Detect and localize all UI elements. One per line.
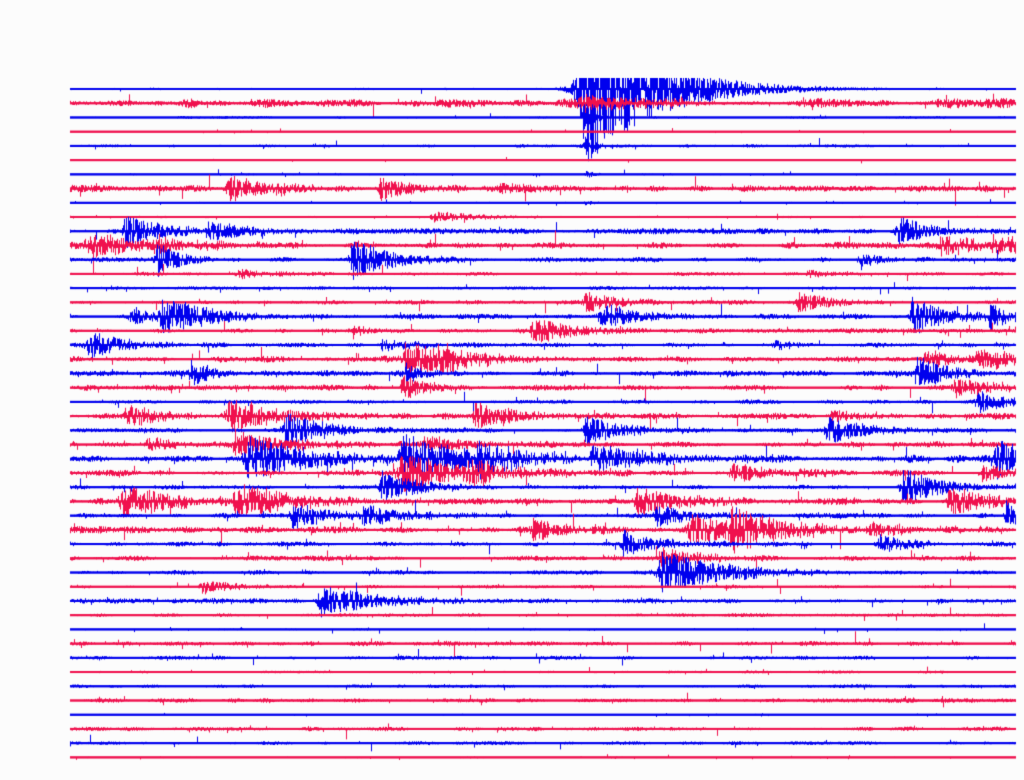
seismogram-page: 1Y Maronia−Sapes, Petrota 2025−09−14 App… [0, 0, 1024, 780]
seismogram-traces [0, 0, 1024, 780]
